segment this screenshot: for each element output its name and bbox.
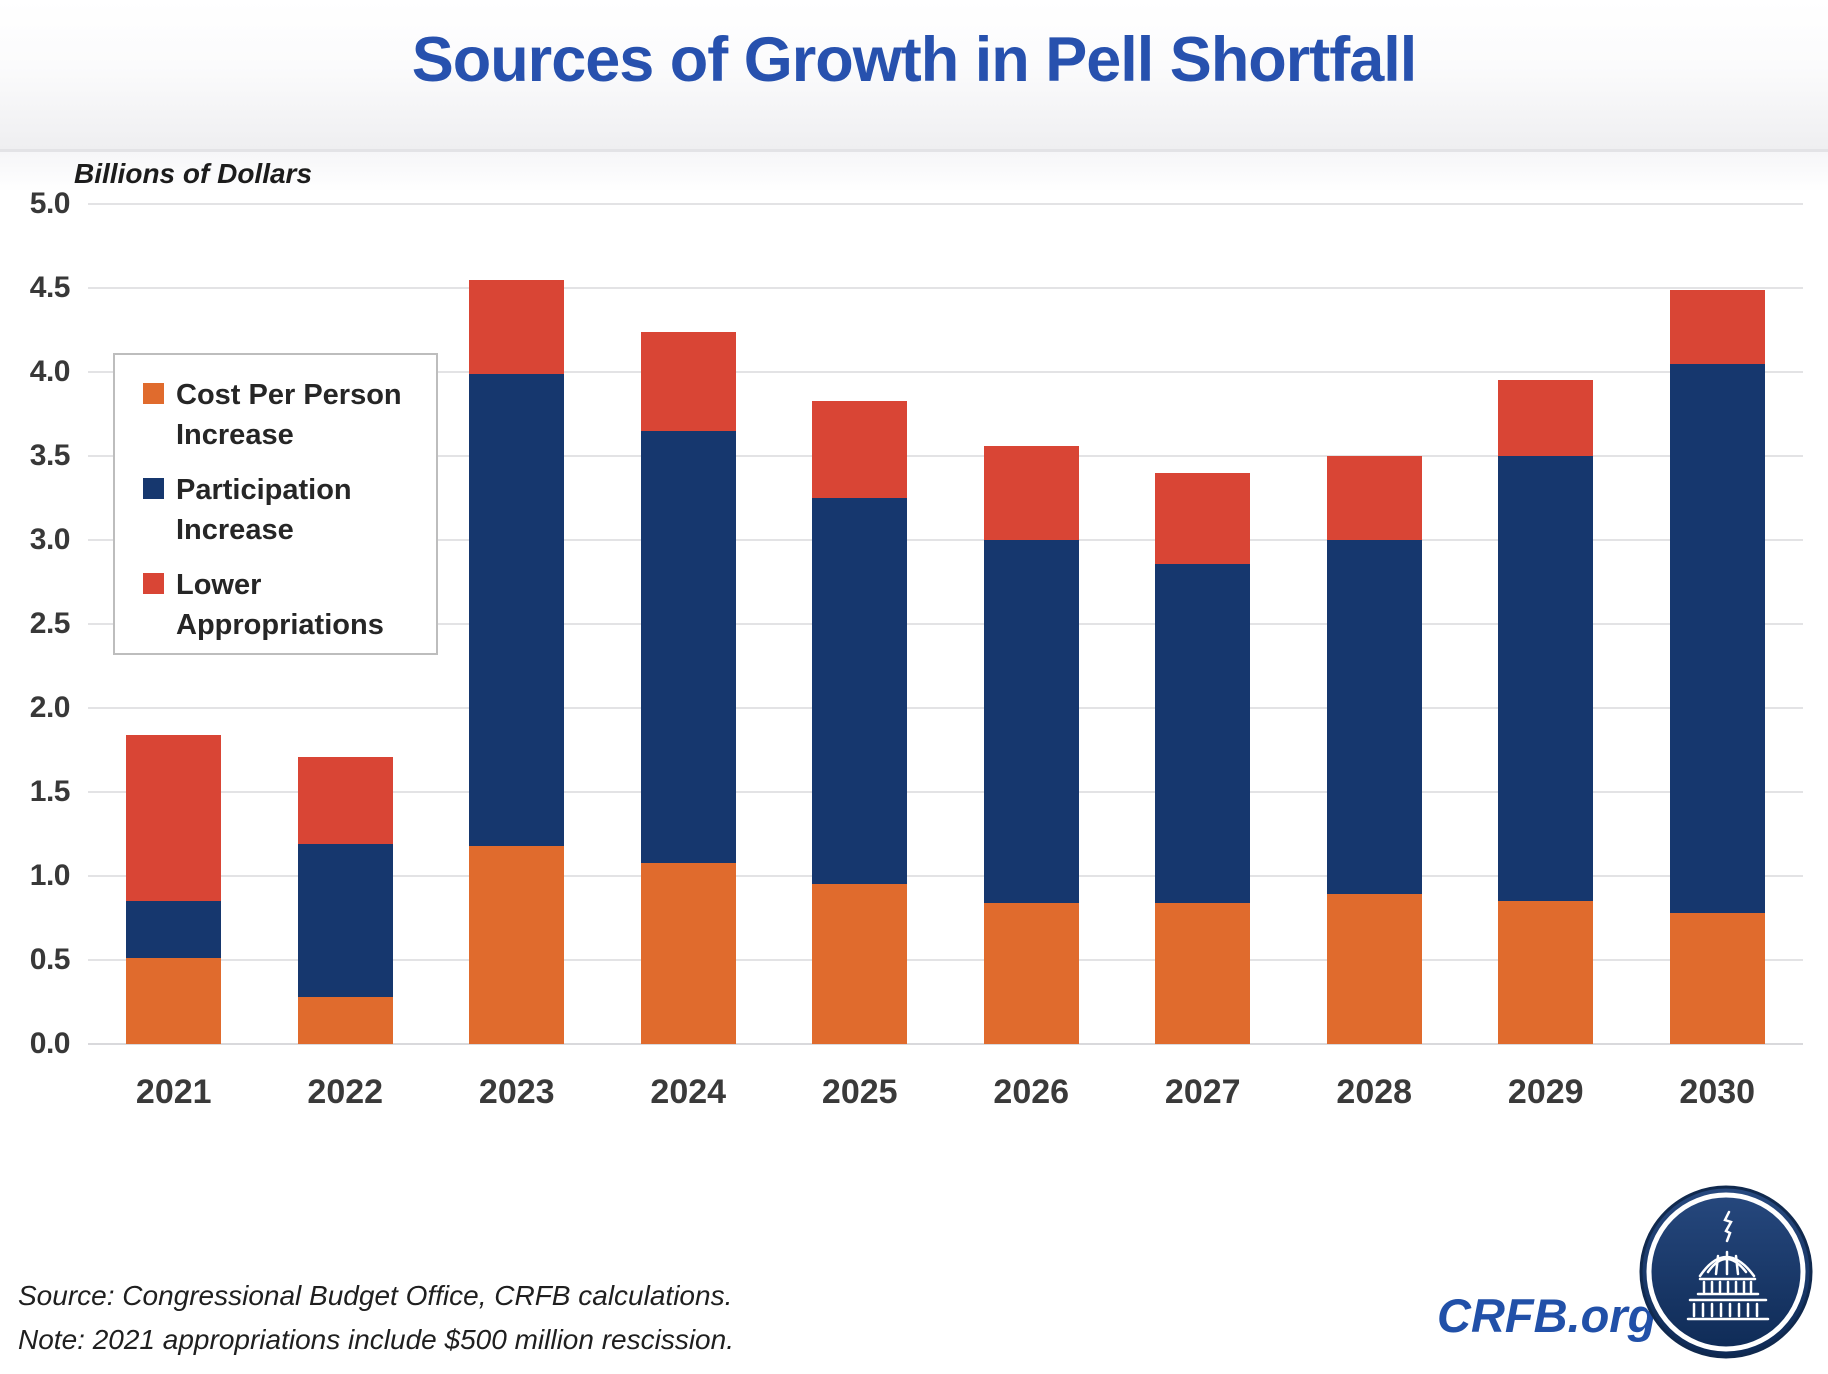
gridline — [88, 959, 1803, 961]
y-tick-label: 1.0 — [29, 859, 71, 892]
y-tick-label: 0.5 — [29, 943, 71, 976]
legend-swatch-navy-icon — [143, 478, 164, 499]
x-tick-label: 2029 — [1507, 1073, 1584, 1111]
bar-segment-lower-appropriations — [1326, 456, 1422, 540]
x-tick-label: 2027 — [1164, 1073, 1241, 1111]
bar-2030 — [1669, 204, 1765, 1044]
x-tick-label: 2030 — [1679, 1073, 1756, 1111]
bar-segment-lower-appropriations — [812, 400, 908, 498]
bar-segment-lower-appropriations — [469, 279, 565, 374]
bar-2021 — [126, 204, 222, 1044]
x-tick-label: 2022 — [307, 1073, 384, 1111]
gridline — [88, 203, 1803, 205]
bar-segment-participation-increase — [983, 540, 1079, 903]
y-axis-unit-label: Billions of Dollars — [74, 158, 313, 189]
legend-label: Cost Per Person Increase — [176, 379, 402, 451]
bar-segment-cost-per-person-increase — [812, 884, 908, 1044]
bar-segment-participation-increase — [1155, 563, 1251, 903]
bar-segment-cost-per-person-increase — [983, 902, 1079, 1044]
plot-area — [88, 203, 1803, 1045]
gridline — [88, 539, 1803, 541]
bar-segment-cost-per-person-increase — [126, 958, 222, 1044]
legend: Cost Per Person Increase Participation I… — [113, 353, 438, 655]
bar-segment-participation-increase — [126, 901, 222, 959]
gridline — [88, 371, 1803, 373]
legend-item-participation: Participation Increase — [143, 470, 426, 550]
bar-segment-cost-per-person-increase — [1155, 902, 1251, 1044]
gridline — [88, 707, 1803, 709]
legend-label: Lower Appropriations — [176, 569, 384, 641]
legend-item-lower-appropriations: Lower Appropriations — [143, 565, 426, 645]
x-tick-label: 2025 — [821, 1073, 898, 1111]
legend-item-cost-per-person: Cost Per Person Increase — [143, 375, 426, 455]
gridline — [88, 623, 1803, 625]
y-tick-label: 0.0 — [29, 1027, 71, 1060]
bar-segment-cost-per-person-increase — [1669, 912, 1765, 1044]
bar-segment-cost-per-person-increase — [1498, 901, 1594, 1044]
y-tick-label: 4.5 — [29, 271, 71, 304]
legend-swatch-orange-icon — [143, 383, 164, 404]
y-tick-label: 4.0 — [29, 355, 71, 388]
bar-2026 — [983, 204, 1079, 1044]
bar-segment-cost-per-person-increase — [469, 845, 565, 1044]
y-tick-label: 2.5 — [29, 607, 71, 640]
bar-2023 — [469, 204, 565, 1044]
bar-segment-lower-appropriations — [126, 734, 222, 902]
y-tick-label: 3.0 — [29, 523, 71, 556]
bar-segment-participation-increase — [469, 373, 565, 846]
gridline — [88, 287, 1803, 289]
x-tick-label: 2026 — [993, 1073, 1070, 1111]
header-band: Sources of Growth in Pell Shortfall — [0, 0, 1828, 152]
bar-segment-cost-per-person-increase — [297, 996, 393, 1044]
y-tick-label: 3.5 — [29, 439, 71, 472]
bar-segment-lower-appropriations — [1669, 289, 1765, 364]
bar-segment-participation-increase — [297, 844, 393, 997]
rescission-note: Note: 2021 appropriations include $500 m… — [18, 1324, 734, 1355]
header-fade — [0, 152, 1828, 192]
bar-2022 — [297, 204, 393, 1044]
bar-segment-participation-increase — [1498, 456, 1594, 902]
bar-segment-participation-increase — [640, 430, 736, 863]
x-tick-label: 2021 — [135, 1073, 212, 1111]
gridline — [88, 791, 1803, 793]
bar-2029 — [1498, 204, 1594, 1044]
bar-segment-cost-per-person-increase — [640, 862, 736, 1044]
bar-segment-lower-appropriations — [1155, 472, 1251, 564]
bar-segment-lower-appropriations — [1498, 380, 1594, 456]
gridline — [88, 455, 1803, 457]
gridline — [88, 1043, 1803, 1045]
y-tick-label: 5.0 — [29, 187, 71, 220]
bar-2024 — [640, 204, 736, 1044]
y-tick-label: 1.5 — [29, 775, 71, 808]
page-title: Sources of Growth in Pell Shortfall — [411, 25, 1418, 95]
bar-segment-lower-appropriations — [983, 445, 1079, 540]
legend-swatch-red-icon — [143, 573, 164, 594]
gridline — [88, 875, 1803, 877]
bar-segment-lower-appropriations — [297, 756, 393, 845]
bar-2028 — [1326, 204, 1422, 1044]
bar-segment-cost-per-person-increase — [1326, 894, 1422, 1044]
y-tick-label: 2.0 — [29, 691, 71, 724]
x-tick-label: 2024 — [650, 1073, 727, 1111]
source-note: Source: Congressional Budget Office, CRF… — [18, 1280, 733, 1311]
legend-label: Participation Increase — [176, 474, 352, 546]
x-tick-label: 2023 — [478, 1073, 555, 1111]
bar-2027 — [1155, 204, 1251, 1044]
bar-2025 — [812, 204, 908, 1044]
bar-segment-participation-increase — [1669, 363, 1765, 913]
crfb-url-text: CRFB.org — [1437, 1289, 1657, 1342]
crfb-capitol-logo-icon — [1639, 1185, 1813, 1359]
bar-segment-participation-increase — [1326, 540, 1422, 895]
x-tick-label: 2028 — [1336, 1073, 1413, 1111]
bar-segment-participation-increase — [812, 498, 908, 885]
bar-segment-lower-appropriations — [640, 331, 736, 431]
